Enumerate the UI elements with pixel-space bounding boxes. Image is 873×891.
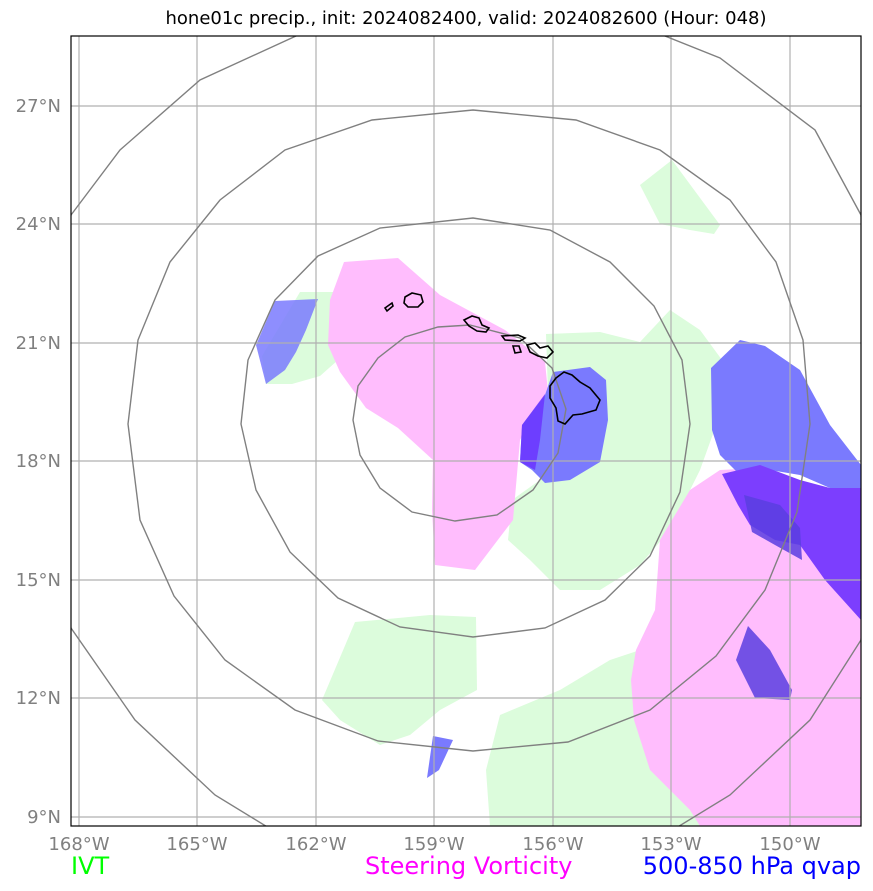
vorticity-region-central: [328, 258, 548, 570]
lon-label: 153°W: [640, 834, 701, 855]
gridlines: [71, 36, 861, 826]
map-title: hone01c precip., init: 2024082400, valid…: [165, 8, 767, 29]
lon-label: 162°W: [285, 834, 346, 855]
island-molokai: [500, 334, 527, 342]
ivt-region-sw: [322, 615, 477, 745]
qvap-fields: [256, 299, 861, 778]
qvap-region-south: [427, 736, 453, 778]
range-rings: [71, 36, 861, 826]
lat-label: 21°N: [16, 333, 61, 354]
qvap-region-hawaii: [520, 367, 608, 483]
range-ring-1: [352, 324, 567, 522]
longitude-labels: 168°W 165°W 162°W 159°W 156°W 153°W 150°…: [48, 834, 820, 855]
lon-label: 165°W: [166, 834, 227, 855]
qvap-region-hawaii-dark: [520, 394, 545, 470]
range-ring-3: [127, 109, 811, 752]
island-oahu: [462, 315, 491, 333]
lon-label: 159°W: [403, 834, 464, 855]
lat-label: 18°N: [16, 451, 61, 472]
lat-label: 24°N: [16, 214, 61, 235]
qvap-region-west: [256, 299, 318, 384]
qvap-region-south-east: [736, 626, 792, 700]
lat-label: 12°N: [16, 688, 61, 709]
range-ring-4: [71, 36, 861, 826]
legend-qvap-label: 500-850 hPa qvap: [642, 852, 861, 880]
legend-steering-vorticity-label: Steering Vorticity: [365, 852, 573, 880]
island-kauai: [403, 292, 424, 308]
lon-label: 168°W: [48, 834, 109, 855]
qvap-region-east: [711, 340, 861, 495]
ivt-region-ne: [640, 160, 720, 234]
lat-label: 9°N: [27, 807, 61, 828]
island-maui: [525, 342, 555, 359]
coastlines: [383, 292, 601, 425]
island-niihau: [383, 301, 394, 313]
qvap-region-east-darker: [744, 495, 802, 560]
legend-ivt-label: IVT: [71, 852, 110, 880]
lat-label: 15°N: [16, 570, 61, 591]
lon-label: 156°W: [522, 834, 583, 855]
lon-label: 150°W: [759, 834, 820, 855]
map-plot-area: [71, 36, 861, 826]
latitude-labels: 27°N 24°N 21°N 18°N 15°N 12°N 9°N: [16, 96, 61, 828]
map-frame: [70, 35, 862, 827]
lat-label: 27°N: [16, 96, 61, 117]
range-ring-2: [240, 217, 691, 638]
island-hawaii: [549, 371, 601, 425]
island-lanai: [511, 345, 523, 354]
